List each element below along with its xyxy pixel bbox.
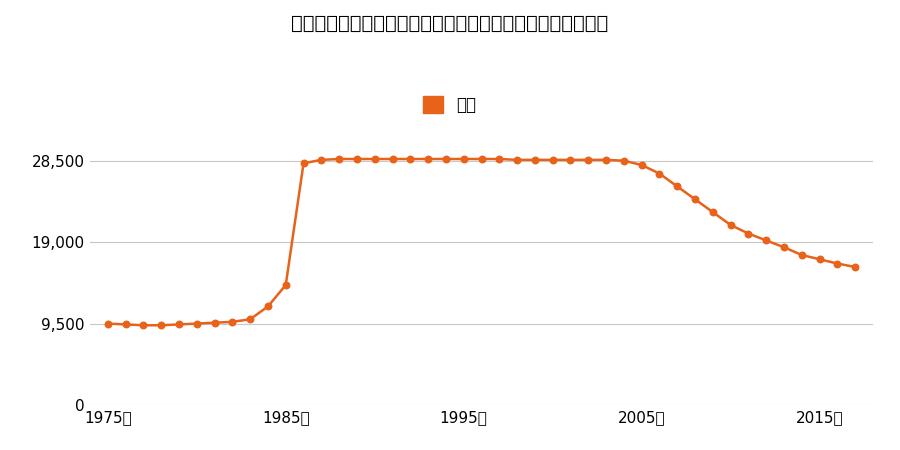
Point xyxy=(314,156,328,163)
Point xyxy=(190,320,204,327)
Point xyxy=(688,196,702,203)
Point xyxy=(670,183,684,190)
Point xyxy=(830,260,844,267)
Point xyxy=(813,256,827,263)
Point xyxy=(598,156,613,163)
Point xyxy=(545,156,560,163)
Point xyxy=(795,252,809,259)
Legend: 価格: 価格 xyxy=(417,90,483,121)
Point xyxy=(474,155,489,162)
Point xyxy=(652,170,667,177)
Point xyxy=(563,156,578,163)
Point xyxy=(243,316,257,323)
Point xyxy=(385,155,400,162)
Point xyxy=(616,157,631,164)
Point xyxy=(296,160,310,167)
Point xyxy=(438,155,453,162)
Point xyxy=(527,156,542,163)
Point xyxy=(261,303,275,310)
Point xyxy=(350,155,365,162)
Point xyxy=(581,156,596,163)
Point xyxy=(403,155,418,162)
Point xyxy=(492,155,507,162)
Point xyxy=(421,155,436,162)
Point xyxy=(510,156,525,163)
Point xyxy=(706,208,720,216)
Point xyxy=(154,322,168,329)
Point xyxy=(634,162,649,169)
Point xyxy=(367,155,382,162)
Point xyxy=(101,320,115,327)
Point xyxy=(332,155,347,162)
Point xyxy=(759,237,773,244)
Point xyxy=(136,322,150,329)
Point xyxy=(456,155,471,162)
Text: 青森県南津軽郡大鰐町大字蔵舘字宮本１０４番６の地価推移: 青森県南津軽郡大鰐町大字蔵舘字宮本１０４番６の地価推移 xyxy=(292,14,608,32)
Point xyxy=(777,244,791,251)
Point xyxy=(172,321,186,328)
Point xyxy=(225,318,239,325)
Point xyxy=(724,221,738,229)
Point xyxy=(848,263,862,270)
Point xyxy=(119,321,133,328)
Point xyxy=(207,319,221,326)
Point xyxy=(742,230,756,237)
Point xyxy=(279,281,293,288)
